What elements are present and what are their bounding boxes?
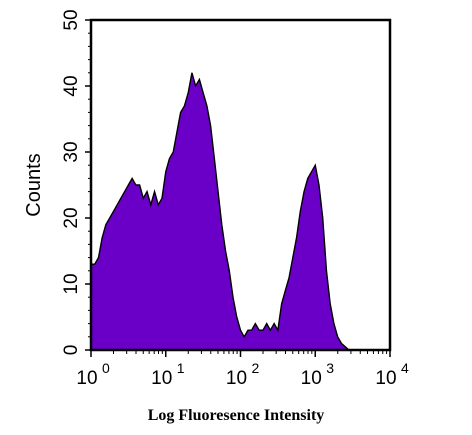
x-tick-label: 10 bbox=[301, 368, 322, 389]
y-tick-label: 10 bbox=[61, 273, 82, 294]
x-tick-label: 10 bbox=[76, 368, 97, 389]
y-tick-label: 20 bbox=[61, 207, 82, 228]
x-tick-exponent: 4 bbox=[401, 360, 409, 376]
y-tick-label: 50 bbox=[61, 9, 82, 30]
x-tick-exponent: 0 bbox=[102, 360, 110, 376]
x-tick-exponent: 3 bbox=[326, 360, 334, 376]
x-tick-exponent: 1 bbox=[177, 360, 185, 376]
x-tick-exponent: 2 bbox=[252, 360, 260, 376]
y-axis-label: Counts bbox=[23, 153, 45, 216]
x-axis-label: Log Fluoresence Intensity bbox=[148, 407, 325, 424]
x-tick-label: 10 bbox=[226, 368, 247, 389]
y-tick-label: 40 bbox=[61, 75, 82, 96]
y-tick-label: 30 bbox=[61, 141, 82, 162]
histogram-area bbox=[90, 72, 390, 351]
y-tick-label: 0 bbox=[61, 345, 82, 356]
x-tick-label: 10 bbox=[151, 368, 172, 389]
x-tick-label: 10 bbox=[375, 368, 396, 389]
